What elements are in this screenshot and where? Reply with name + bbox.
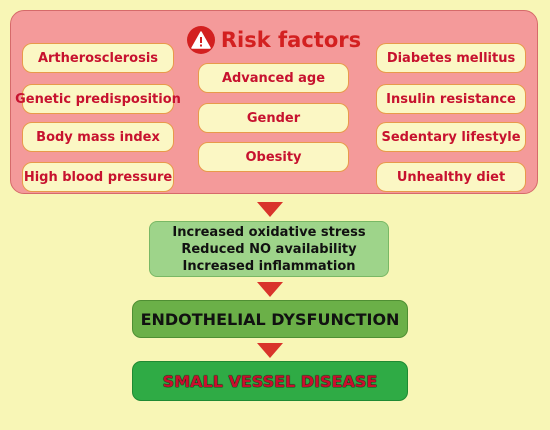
endothelial-dysfunction-label: ENDOTHELIAL DYSFUNCTION bbox=[140, 309, 400, 329]
risk-factor-genetic-predisposition: Genetic predisposition bbox=[15, 84, 181, 114]
warning-icon bbox=[186, 26, 215, 54]
mechanism-oxidative-stress: Increased oxidative stress bbox=[172, 224, 366, 240]
mechanisms-box: Increased oxidative stress Reduced NO av… bbox=[149, 221, 389, 277]
endothelial-dysfunction-box: ENDOTHELIAL DYSFUNCTION bbox=[132, 300, 408, 338]
mechanism-reduced-no: Reduced NO availability bbox=[181, 241, 357, 257]
risk-factor-gender: Gender bbox=[198, 103, 349, 133]
risk-factor-diabetes-mellitus: Diabetes mellitus bbox=[376, 43, 526, 73]
risk-factors-header: Risk factors bbox=[11, 25, 537, 55]
flow-arrow-1 bbox=[257, 202, 283, 217]
risk-factor-high-blood-pressure: High blood pressure bbox=[22, 162, 174, 192]
risk-factor-insulin-resistance: Insulin resistance bbox=[376, 84, 526, 114]
risk-factor-artherosclerosis: Artherosclerosis bbox=[22, 43, 174, 73]
small-vessel-disease-box: SMALL VESSEL DISEASE bbox=[132, 361, 408, 401]
risk-factor-body-mass-index: Body mass index bbox=[22, 122, 174, 152]
risk-factor-advanced-age: Advanced age bbox=[198, 63, 349, 93]
flow-arrow-3 bbox=[257, 343, 283, 358]
flow-arrow-2 bbox=[257, 282, 283, 297]
mechanism-inflammation: Increased inflammation bbox=[182, 258, 356, 274]
risk-factor-unhealthy-diet: Unhealthy diet bbox=[376, 162, 526, 192]
risk-factors-title: Risk factors bbox=[220, 28, 362, 52]
risk-factor-sedentary-lifestyle: Sedentary lifestyle bbox=[376, 122, 526, 152]
risk-factor-obesity: Obesity bbox=[198, 142, 349, 172]
small-vessel-disease-label: SMALL VESSEL DISEASE bbox=[162, 371, 378, 391]
